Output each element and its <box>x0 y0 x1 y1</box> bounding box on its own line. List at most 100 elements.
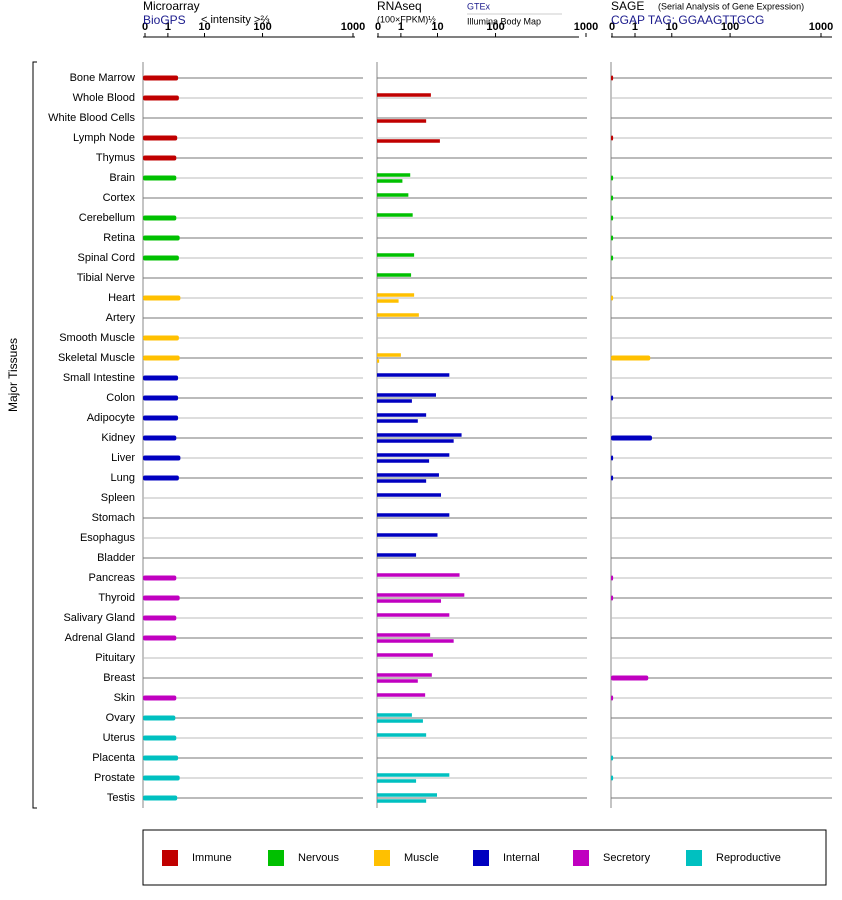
bar <box>377 599 442 603</box>
bar <box>611 135 614 141</box>
bar <box>143 155 177 161</box>
bar <box>377 733 427 737</box>
x-tick-label: 0 <box>609 21 615 33</box>
bar <box>143 475 179 481</box>
bar <box>377 373 450 377</box>
bar <box>377 359 380 363</box>
row-label: Whole Blood <box>73 92 135 104</box>
row-label: Adrenal Gland <box>65 632 135 644</box>
bar <box>143 615 177 621</box>
bar <box>377 353 401 357</box>
bar <box>377 273 412 277</box>
bar <box>143 575 177 581</box>
bar <box>377 793 438 797</box>
bar <box>377 299 399 303</box>
bar <box>377 433 462 437</box>
x-tick-label: 100 <box>253 21 271 33</box>
bar <box>377 179 403 183</box>
bar <box>377 213 413 217</box>
panel-title: Microarray <box>143 0 200 13</box>
x-axis-label: < intensity >⅔ <box>201 14 270 26</box>
row-label: Bone Marrow <box>70 72 135 84</box>
bar <box>143 775 180 781</box>
bar <box>377 459 430 463</box>
bracket <box>32 61 37 809</box>
bar <box>377 653 433 657</box>
bar <box>611 255 614 261</box>
bar <box>377 799 427 803</box>
row-label: Bladder <box>97 552 135 564</box>
row-label: Skeletal Muscle <box>58 352 135 364</box>
row-label: White Blood Cells <box>48 112 135 124</box>
bar <box>377 513 450 517</box>
row-label: Prostate <box>94 772 135 784</box>
bar <box>143 635 177 641</box>
bar <box>143 235 180 241</box>
bar <box>377 533 438 537</box>
x-tick-label: 1000 <box>809 21 833 33</box>
row-label: Ovary <box>106 712 136 724</box>
bar <box>143 255 179 261</box>
bar <box>377 193 409 197</box>
legend-swatch <box>374 850 390 866</box>
bar <box>143 175 177 181</box>
bar <box>611 675 649 681</box>
bar <box>143 695 177 701</box>
bar <box>377 139 440 143</box>
bar <box>143 375 179 381</box>
bar <box>377 693 426 697</box>
panel-title: SAGE <box>611 0 644 13</box>
bar <box>611 755 614 761</box>
bar <box>143 95 179 101</box>
row-label: Cerebellum <box>79 212 135 224</box>
bar <box>377 673 432 677</box>
legend-label: Nervous <box>298 852 339 864</box>
bar <box>377 393 436 397</box>
bar <box>143 355 180 361</box>
bar <box>377 493 442 497</box>
bar <box>143 715 176 721</box>
row-label: Tibial Nerve <box>77 272 135 284</box>
bar <box>377 173 411 177</box>
bar <box>377 399 412 403</box>
legend-swatch <box>686 850 702 866</box>
row-label: Kidney <box>101 432 135 444</box>
bar <box>377 779 417 783</box>
row-label: Retina <box>103 232 136 244</box>
bar <box>611 475 614 481</box>
row-label: Pancreas <box>89 572 136 584</box>
panel-title: RNAseq <box>377 0 422 13</box>
bar <box>377 573 460 577</box>
row-label: Pituitary <box>95 652 135 664</box>
bar <box>377 713 412 717</box>
bar <box>143 435 177 441</box>
row-label: Liver <box>111 452 135 464</box>
panel-subtitle: (Serial Analysis of Gene Expression) <box>658 1 804 11</box>
x-tick-label: 1 <box>165 21 171 33</box>
row-label: Lymph Node <box>73 132 135 144</box>
bar <box>143 415 179 421</box>
bar <box>143 795 178 801</box>
y-axis-label: Major Tissues <box>6 338 20 412</box>
legend-box <box>142 829 827 886</box>
bar <box>377 613 450 617</box>
bar <box>611 775 614 781</box>
bar <box>377 413 427 417</box>
row-label: Breast <box>103 672 135 684</box>
row-label: Skin <box>114 692 135 704</box>
bar <box>377 773 450 777</box>
bar <box>143 335 179 341</box>
row-label: Thyroid <box>98 592 135 604</box>
bar <box>611 215 614 221</box>
x-tick-label: 10 <box>198 21 210 33</box>
bar <box>611 455 614 461</box>
bar <box>143 75 179 81</box>
row-label: Spinal Cord <box>78 252 135 264</box>
x-tick-label: 100 <box>486 21 504 33</box>
bar <box>611 355 651 361</box>
bar <box>377 253 415 257</box>
x-tick-label: 10 <box>666 21 678 33</box>
legend-label: Secretory <box>603 852 651 864</box>
bar <box>611 435 652 441</box>
bar <box>611 395 614 401</box>
